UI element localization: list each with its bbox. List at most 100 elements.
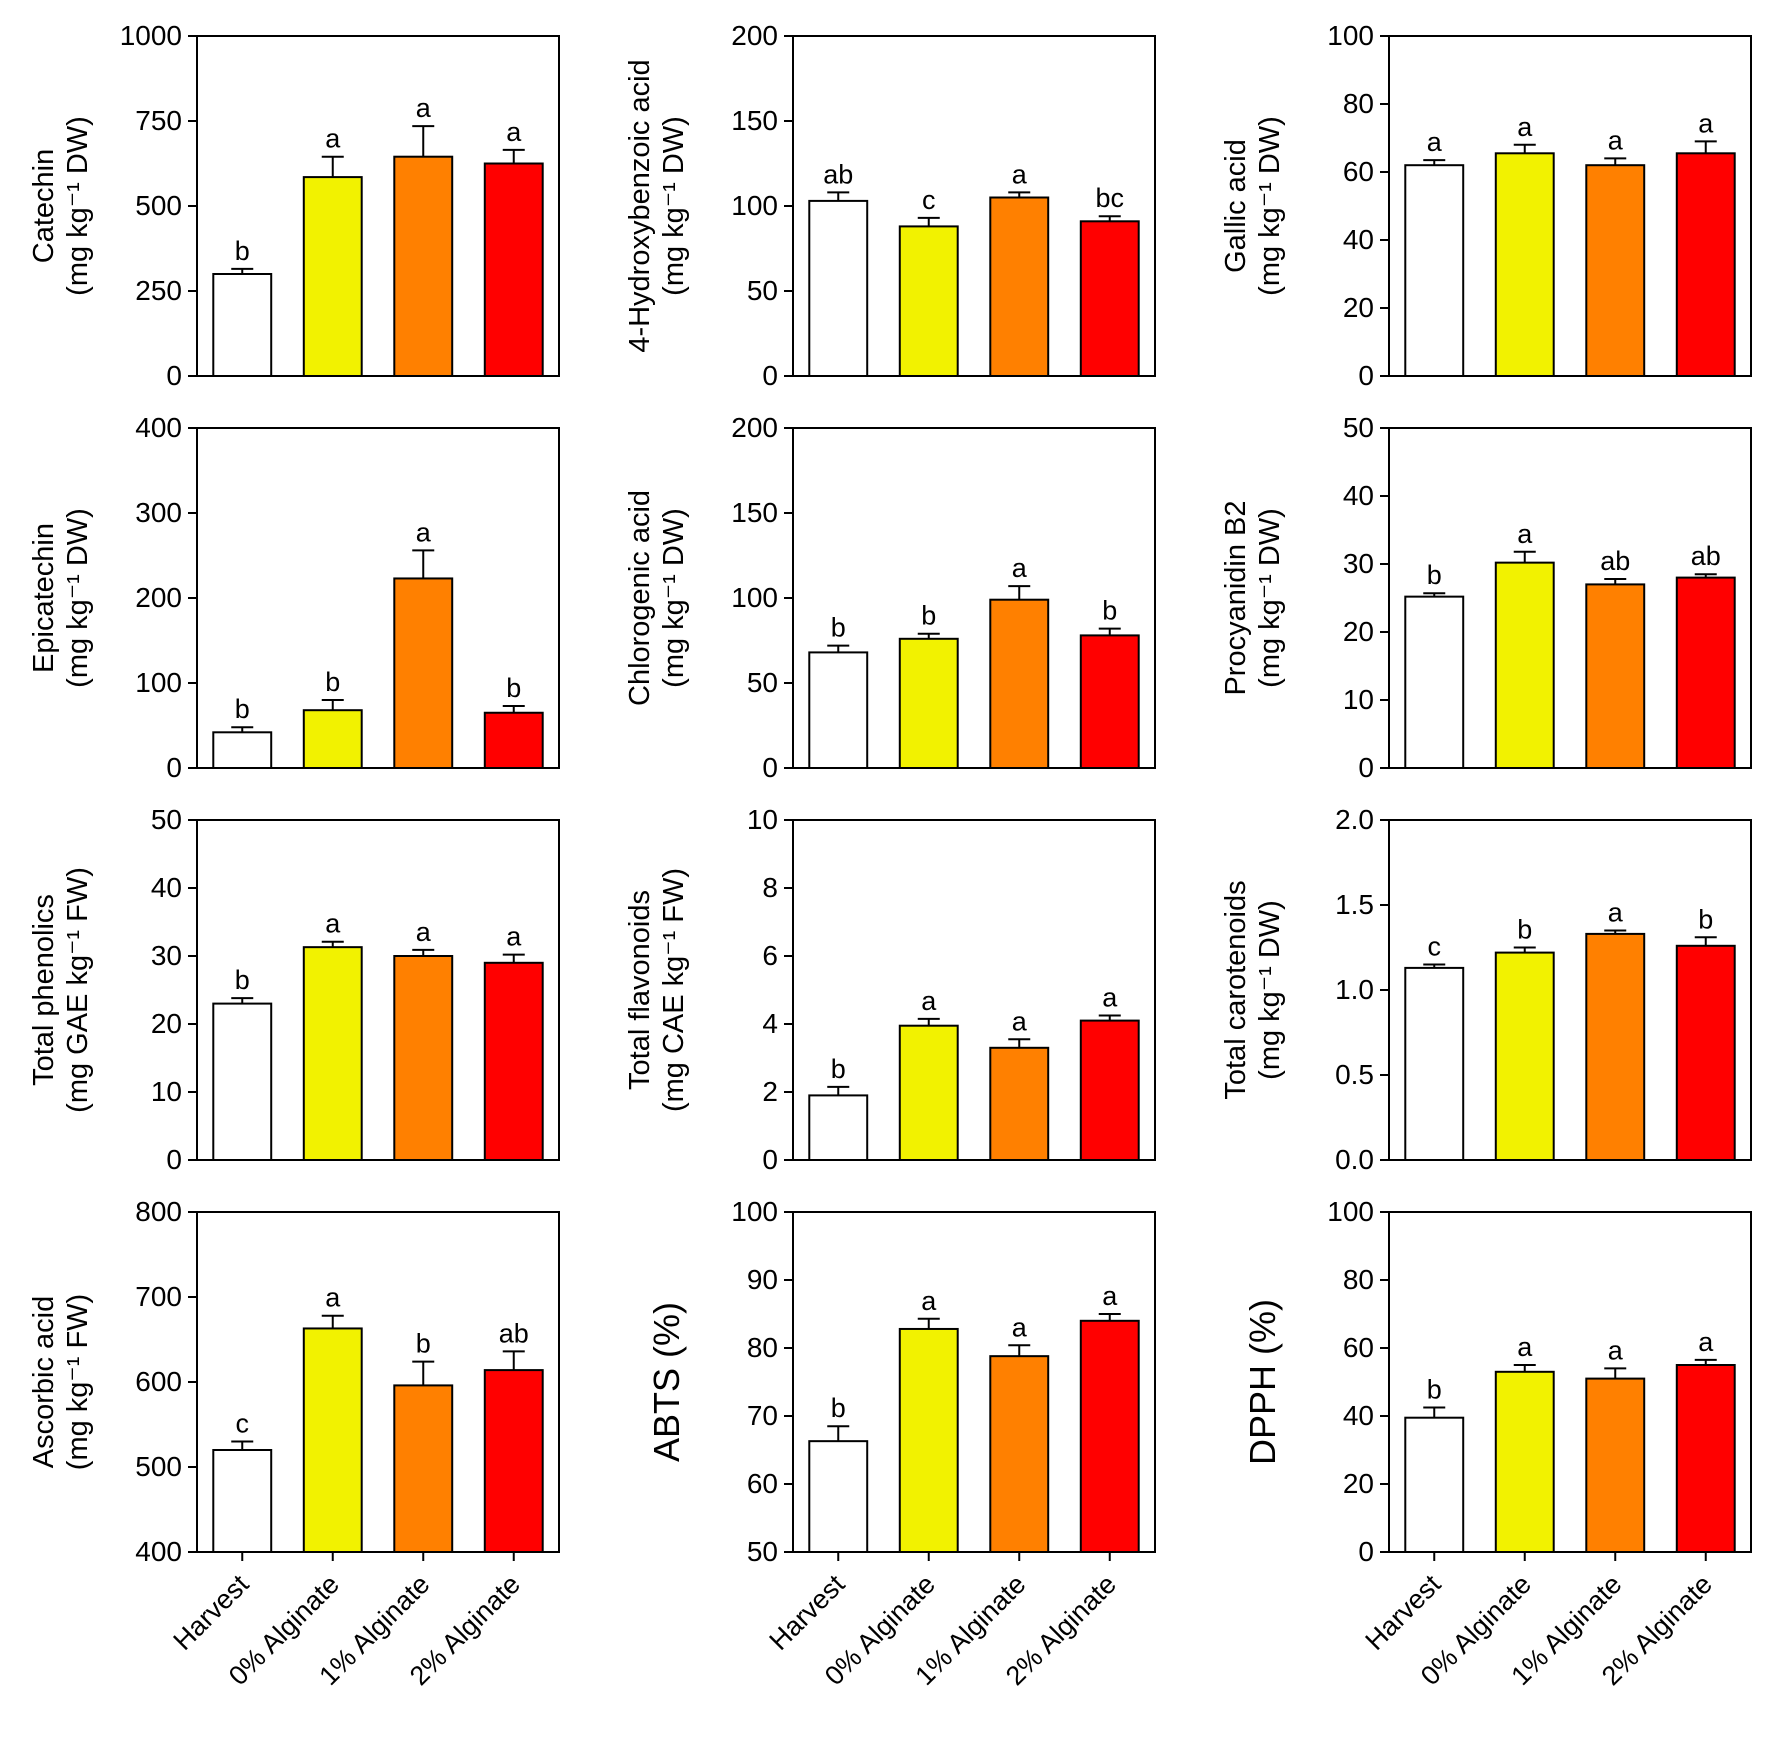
y-tick-label: 0 (166, 360, 182, 391)
y-tick-label: 0 (166, 1144, 182, 1175)
sig-letter: a (921, 986, 937, 1016)
y-tick-label: 50 (747, 275, 778, 306)
sig-letter: a (1102, 983, 1118, 1013)
bar-0-alginate (898, 225, 959, 377)
bar-0-alginate (1494, 951, 1555, 1161)
bar-harvest (212, 273, 273, 377)
bar-1-alginate (1585, 1377, 1646, 1553)
sig-letter: bc (1095, 183, 1124, 213)
bar-harvest (808, 1094, 869, 1161)
y-tick-label: 150 (731, 105, 778, 136)
bar-2-alginate (483, 162, 544, 377)
y-tick-label: 80 (1343, 88, 1374, 119)
sig-letter: a (416, 517, 432, 547)
y-tick-label: 200 (135, 582, 182, 613)
y-tick-label: 300 (135, 497, 182, 528)
y-tick-label: 400 (135, 412, 182, 443)
sig-letter: a (1102, 1281, 1118, 1311)
y-tick-label: 500 (135, 1451, 182, 1482)
y-tick-label: 400 (135, 1536, 182, 1567)
y-tick-label: 2.0 (1335, 804, 1374, 835)
bar-0-alginate (302, 1327, 363, 1553)
chart-panel-total-flavonoids: b a a a 0 2 4 6 8 10 Total flavonoids (mg CAE kg⁻¹ … (600, 790, 1196, 1182)
y-tick-label: 500 (135, 190, 182, 221)
bar-0-alginate (1494, 561, 1555, 769)
sig-letter: b (831, 1054, 846, 1084)
sig-letter: a (1517, 1332, 1533, 1362)
bar-1-alginate (989, 598, 1050, 769)
bar-2-alginate (1079, 634, 1140, 769)
sig-letter: ab (499, 1318, 529, 1348)
chart-panel-dpph: b Harvest a 0% Alginate a 1% Alginate a 2% Algi… (1196, 1182, 1792, 1748)
y-tick-label: 30 (1343, 548, 1374, 579)
y-axis-title: Procyanidin B2 (1220, 500, 1252, 695)
y-axis-title: ABTS (%) (646, 1302, 687, 1462)
sig-letter: a (416, 93, 432, 123)
y-tick-label: 150 (731, 497, 778, 528)
y-tick-label: 40 (1343, 480, 1374, 511)
y-axis-title: (mg kg⁻¹ DW) (62, 116, 94, 296)
bar-harvest (212, 1002, 273, 1161)
sig-letter: a (1012, 553, 1028, 583)
bar-1-alginate (393, 955, 454, 1161)
sig-letter: b (831, 613, 846, 643)
y-tick-label: 0 (1358, 752, 1374, 783)
bar-harvest (1404, 966, 1465, 1161)
y-axis-title: (mg kg⁻¹ DW) (62, 508, 94, 688)
chart-epicatechin: b b a b 0 100 200 300 400 Epicatechin (mg kg⁻¹ DW) (28, 412, 560, 783)
y-tick-label: 0 (166, 752, 182, 783)
y-tick-label: 100 (1327, 1196, 1374, 1227)
y-tick-label: 100 (1327, 20, 1374, 51)
chart-panel-ascorbic-acid: c Harvest a 0% Alginate b 1% Alginate ab 2% Alg… (4, 1182, 600, 1748)
sig-letter: b (1517, 915, 1532, 945)
chart-panel-total-carotenoids: c b a b 0.0 0.5 1.0 1.5 2.0 Total carotenoids (mg … (1196, 790, 1792, 1182)
y-tick-label: 2 (762, 1076, 778, 1107)
sig-letter: c (922, 185, 936, 215)
y-tick-label: 8 (762, 872, 778, 903)
y-tick-label: 10 (1343, 684, 1374, 715)
y-axis-title: Chlorogenic acid (624, 490, 656, 706)
y-tick-label: 20 (1343, 616, 1374, 647)
chart-panel-epicatechin: b b a b 0 100 200 300 400 Epicatechin (mg kg⁻¹ DW) (4, 398, 600, 790)
y-tick-label: 10 (747, 804, 778, 835)
y-tick-label: 700 (135, 1281, 182, 1312)
bar-1-alginate (1585, 932, 1646, 1161)
sig-letter: a (506, 922, 522, 952)
y-axis-title: DPPH (%) (1242, 1299, 1283, 1465)
sig-letter: c (236, 1409, 250, 1439)
bar-1-alginate (1585, 583, 1646, 769)
sig-letter: b (1427, 1375, 1442, 1405)
bar-1-alginate (393, 155, 454, 377)
y-tick-label: 80 (747, 1332, 778, 1363)
sig-letter: a (1698, 108, 1714, 138)
y-tick-label: 1000 (120, 20, 182, 51)
sig-letter: b (1427, 560, 1442, 590)
sig-letter: a (1517, 519, 1533, 549)
sig-letter: a (325, 124, 341, 154)
y-tick-label: 1.0 (1335, 974, 1374, 1005)
chart-panel-gallic-acid: a a a a 0 20 40 60 80 100 Gallic acid (mg kg⁻¹ DW) (1196, 6, 1792, 398)
sig-letter: a (1427, 127, 1443, 157)
bar-1-alginate (989, 1046, 1050, 1161)
plot-frame (792, 1211, 1156, 1553)
y-tick-label: 0 (762, 1144, 778, 1175)
y-tick-label: 20 (1343, 1468, 1374, 1499)
sig-letter: c (1428, 932, 1442, 962)
y-tick-label: 50 (747, 667, 778, 698)
bar-harvest (212, 731, 273, 769)
plot-frame (1388, 1211, 1752, 1553)
y-tick-label: 90 (747, 1264, 778, 1295)
bar-1-alginate (989, 196, 1050, 377)
sig-letter: a (416, 917, 432, 947)
sig-letter: b (235, 694, 250, 724)
y-tick-label: 40 (151, 872, 182, 903)
bar-2-alginate (483, 961, 544, 1161)
bar-harvest (808, 1440, 869, 1553)
y-axis-title: (mg kg⁻¹ DW) (1254, 900, 1286, 1080)
y-axis-title: (mg kg⁻¹ FW) (62, 1294, 94, 1470)
plot-frame (196, 819, 560, 1161)
bar-2-alginate (1079, 1019, 1140, 1161)
y-axis-title: Epicatechin (28, 523, 60, 673)
y-tick-label: 60 (747, 1468, 778, 1499)
